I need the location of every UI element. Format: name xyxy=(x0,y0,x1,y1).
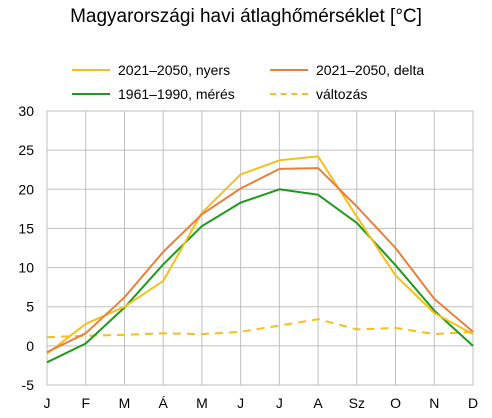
x-tick-label: J xyxy=(237,395,244,411)
y-tick-label: 15 xyxy=(18,220,34,236)
legend-label-2021-2050-delta: 2021–2050, delta xyxy=(316,62,425,78)
y-tick-label: -5 xyxy=(22,377,35,393)
legend-label-1961-1990-meres: 1961–1990, mérés xyxy=(118,86,235,102)
series-line-2021-2050-nyers xyxy=(46,155,474,355)
y-tick-label: 0 xyxy=(26,338,34,354)
legend-label-valtozas: változás xyxy=(316,86,368,102)
y-tick-label: 10 xyxy=(18,260,34,276)
y-tick-label: 5 xyxy=(26,299,34,315)
y-tick-label: 25 xyxy=(18,142,34,158)
x-tick-label: M xyxy=(196,395,208,411)
legend-item-2021-2050-nyers: 2021–2050, nyers xyxy=(72,62,230,78)
series-line-valtozas xyxy=(46,318,474,339)
legend-item-2021-2050-delta: 2021–2050, delta xyxy=(270,62,424,78)
x-tick-label: Á xyxy=(159,395,169,411)
legend-label-2021-2050-nyers: 2021–2050, nyers xyxy=(118,62,231,78)
legend-swatch-2021-2050-delta xyxy=(270,69,308,71)
x-tick-label: M xyxy=(119,395,131,411)
x-tick-label: O xyxy=(390,395,401,411)
legend-item-1961-1990-meres: 1961–1990, mérés xyxy=(72,86,235,102)
y-tick-label: 30 xyxy=(18,103,34,119)
legend-swatch-2021-2050-nyers xyxy=(72,69,110,71)
series-line-1961-1990-meres xyxy=(46,188,474,364)
chart-title: Magyarországi havi átlaghőmérséklet [°C] xyxy=(70,6,422,27)
x-tick-label: D xyxy=(468,395,478,411)
series-line-2021-2050-delta xyxy=(46,167,474,353)
x-tick-label: N xyxy=(429,395,439,411)
x-tick-label: Sz xyxy=(349,395,365,411)
x-tick-label: J xyxy=(44,395,51,411)
x-tick-label: A xyxy=(313,395,323,411)
x-tick-label: F xyxy=(81,395,90,411)
legend-swatch-valtozas xyxy=(270,93,308,95)
chart-legend: 2021–2050, nyers 2021–2050, delta 1961–1… xyxy=(0,0,492,110)
legend-item-valtozas: változás xyxy=(270,86,367,102)
y-tick-label: 20 xyxy=(18,181,34,197)
legend-swatch-1961-1990-meres xyxy=(72,93,110,95)
x-tick-label: J xyxy=(276,395,283,411)
